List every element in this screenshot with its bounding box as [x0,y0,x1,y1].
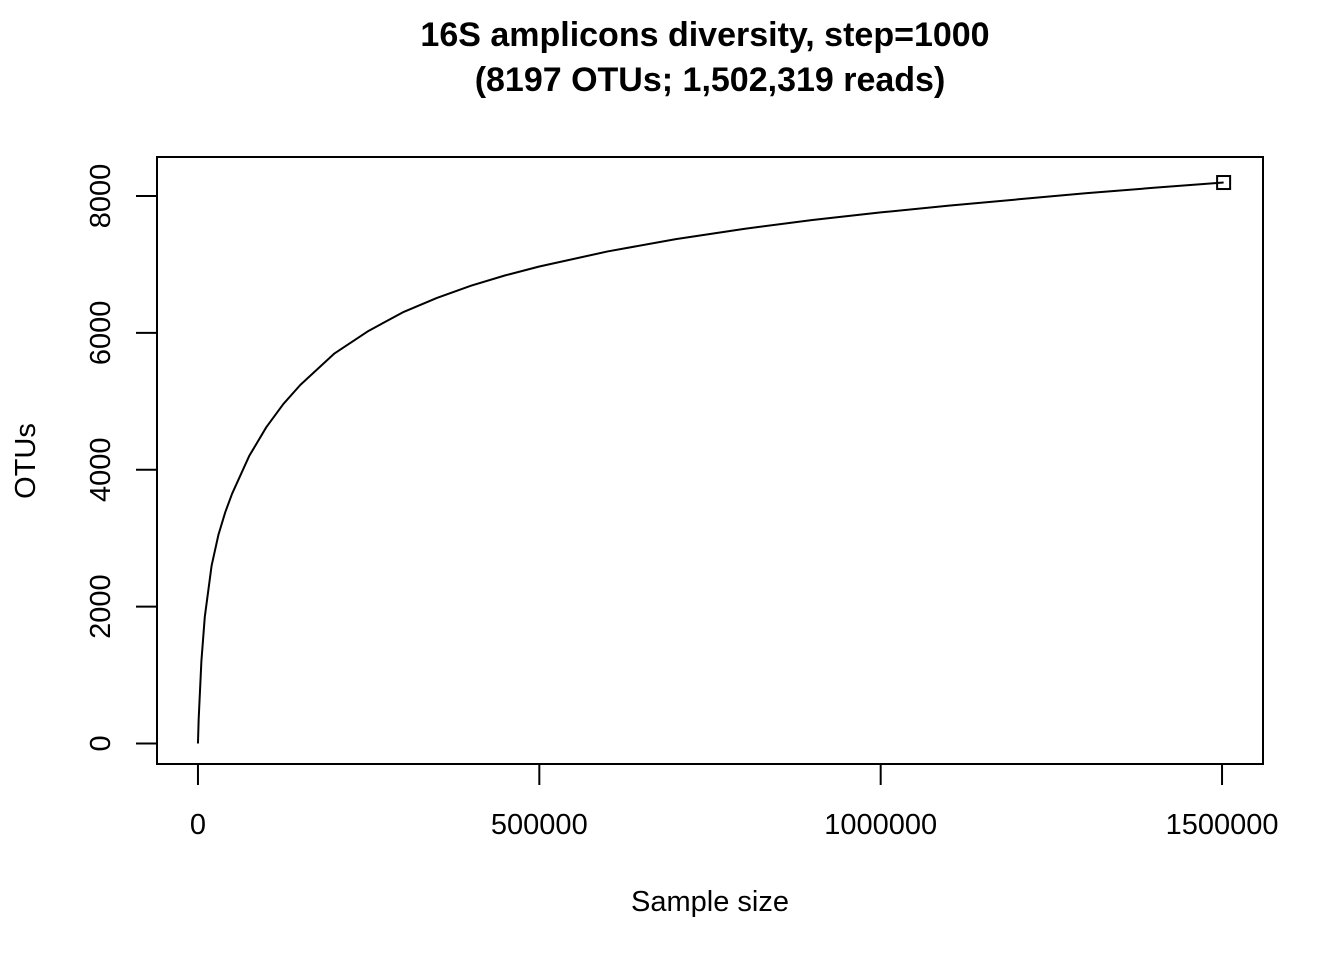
chart-subtitle: (8197 OTUs; 1,502,319 reads) [475,61,946,99]
x-tick-label: 1500000 [1166,809,1279,841]
y-tick-label: 2000 [85,574,117,639]
y-axis: 0 2000 4000 6000 8000 [85,164,158,752]
plot-frame [156,156,1264,765]
y-tick-label: 0 [85,735,117,751]
end-point-marker [1216,175,1232,191]
x-axis-label: Sample size [631,886,789,918]
series-layer [196,175,1232,744]
y-axis-label: OTUs [10,423,42,499]
x-tick-label: 1000000 [824,809,937,841]
chart-title: 16S amplicons diversity, step=1000 [420,16,989,54]
x-tick-label: 0 [190,809,206,841]
y-tick-label: 6000 [85,301,117,366]
y-tick-label: 4000 [85,437,117,502]
series-line-0 [196,181,1224,744]
y-tick-label: 8000 [85,164,117,229]
x-tick-label: 500000 [491,809,588,841]
x-axis: 0 500000 1000000 1500000 [190,763,1279,841]
